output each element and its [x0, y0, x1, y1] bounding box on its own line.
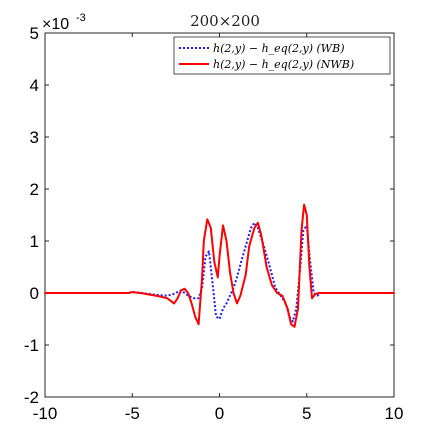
x-tick-label: -5	[125, 404, 140, 423]
series-line-nwb	[44, 203, 395, 328]
y-exponent-base: ×10	[42, 16, 69, 33]
y-tick-labels: -2 -1 0 1 2 3 4 5	[24, 24, 39, 407]
y-tick-label: 3	[30, 128, 39, 147]
y-tick-label: -2	[24, 388, 39, 407]
x-tick-label: 0	[215, 404, 224, 423]
legend: h(2,y) − h_eq(2,y) (WB) h(2,y) − h_eq(2,…	[173, 36, 391, 75]
chart-title: 200×200	[190, 12, 260, 30]
legend-box	[173, 36, 391, 75]
y-tick-label: 0	[30, 284, 39, 303]
x-tick-label: 5	[302, 404, 311, 423]
legend-label-wb: h(2,y) − h_eq(2,y) (WB)	[213, 42, 344, 55]
series-lines	[44, 203, 395, 328]
y-tick-label: 5	[30, 24, 39, 43]
y-tick-label: -1	[24, 336, 39, 355]
y-exponent-power: -3	[76, 12, 86, 24]
y-tick-label: 4	[30, 76, 39, 95]
x-tick-label: 10	[385, 404, 404, 423]
y-exponent-label: ×10 -3	[42, 12, 86, 33]
y-tick-label: 1	[30, 232, 39, 251]
plot-area	[44, 32, 395, 398]
legend-label-nwb: h(2,y) − h_eq(2,y) (NWB)	[213, 58, 354, 71]
axis-ticks	[44, 32, 395, 398]
y-tick-label: 2	[30, 180, 39, 199]
x-tick-labels: -10 -5 0 5 10	[33, 404, 404, 423]
x-tick-label: -10	[33, 404, 58, 423]
